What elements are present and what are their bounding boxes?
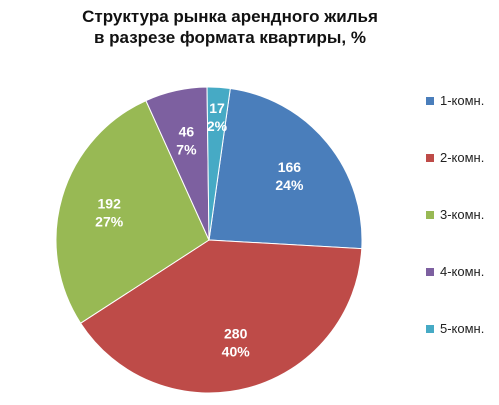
legend-swatch-4 [426,268,434,276]
chart-title: Структура рынка арендного жилья в разрез… [0,6,460,48]
pie-slice-1 [208,87,363,250]
legend-swatch-1 [426,97,434,105]
legend-swatch-5 [426,325,434,333]
slice-percent-label-5: 2% [207,118,228,134]
slice-value-label-5: 17 [209,100,225,116]
legend-label-4: 4-комн. [440,264,485,279]
legend-label-1: 1-комн. [440,93,485,108]
slice-percent-label-2: 40% [222,344,251,360]
legend-swatch-2 [426,154,434,162]
slice-value-label-2: 280 [224,326,248,342]
chart-title-line-2: в разрезе формата квартиры, % [93,28,366,47]
slice-value-label-1: 166 [278,159,302,175]
slice-percent-label-4: 7% [176,141,197,157]
legend-label-5: 5-комн. [440,321,485,336]
legend-swatch-3 [426,211,434,219]
slice-value-label-3: 192 [98,196,122,212]
slice-percent-label-1: 24% [275,177,304,193]
slice-percent-label-3: 27% [95,214,124,230]
chart-title-line-1: Структура рынка арендного жилья [82,7,378,26]
slice-value-label-4: 46 [179,123,195,139]
legend-label-3: 3-комн. [440,207,485,222]
legend-label-2: 2-комн. [440,150,485,165]
pie-slice-5 [206,86,231,241]
